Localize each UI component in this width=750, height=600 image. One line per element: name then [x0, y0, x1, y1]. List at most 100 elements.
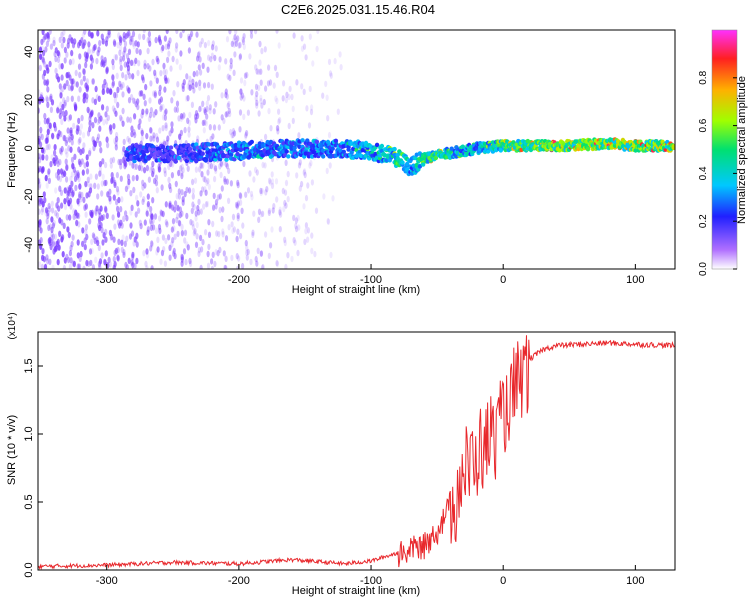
colorbar-tick-label: 0.4 [698, 166, 709, 180]
spectral-noise-point [52, 39, 56, 47]
spectral-noise-point [165, 221, 169, 228]
spectral-noise-point [63, 135, 67, 142]
spectral-noise-point [238, 192, 242, 199]
spectral-noise-point [304, 222, 308, 229]
spectral-noise-point [135, 257, 139, 265]
spectral-noise-point [218, 193, 222, 200]
spectral-noise-point [257, 208, 262, 215]
spectral-noise-point [287, 122, 291, 130]
spectral-noise-point [70, 84, 74, 91]
spectral-noise-point [150, 240, 154, 247]
spectral-noise-point [274, 95, 278, 102]
spectral-noise-point [145, 164, 149, 172]
spectral-noise-point [38, 157, 42, 164]
spectral-noise-point [116, 86, 120, 94]
spectral-noise-point [115, 186, 120, 193]
spectral-noise-point [267, 64, 271, 71]
spectral-noise-point [42, 33, 47, 41]
spectral-noise-point [115, 135, 119, 143]
spectral-noise-point [204, 201, 208, 208]
spectral-noise-point [160, 249, 165, 257]
spectral-noise-point [154, 36, 158, 44]
spectral-noise-point [164, 77, 168, 85]
spectral-noise-point [191, 187, 195, 195]
spectral-noise-point [121, 55, 126, 62]
spectral-noise-point [149, 218, 153, 225]
spectral-noise-point [56, 238, 60, 246]
spectral-ridge-point [173, 159, 178, 164]
spectral-noise-point [68, 114, 72, 121]
spectral-noise-point [95, 57, 99, 65]
spectral-noise-point [209, 56, 213, 63]
spectral-noise-point [176, 205, 180, 212]
spectral-noise-point [180, 230, 184, 237]
spectral-noise-point [115, 171, 119, 179]
spectral-noise-point [214, 249, 218, 256]
spectral-noise-point [82, 142, 86, 149]
spectral-noise-point [232, 226, 236, 233]
spectral-noise-point [63, 170, 67, 178]
spectral-noise-point [97, 222, 101, 229]
y-tick-label: -40 [23, 237, 35, 253]
spectral-noise-point [129, 39, 133, 46]
spectral-noise-point [210, 83, 214, 90]
spectral-noise-point [46, 128, 50, 135]
spectral-noise-point [186, 244, 190, 251]
spectral-noise-point [143, 63, 147, 70]
spectral-noise-point [207, 54, 211, 61]
spectral-noise-point [85, 168, 90, 175]
spectral-ridge-point [300, 138, 305, 143]
spectral-noise-point [90, 32, 94, 39]
spectral-noise-point [234, 30, 238, 35]
spectral-noise-point [290, 93, 294, 101]
spectral-noise-point [254, 255, 258, 263]
spectral-noise-point [38, 219, 42, 226]
spectral-noise-point [325, 94, 329, 101]
spectral-noise-point [221, 206, 225, 213]
spectral-noise-point [185, 212, 189, 220]
spectral-noise-point [57, 168, 61, 176]
spectral-noise-point [146, 36, 150, 44]
spectral-noise-point [123, 46, 127, 54]
spectral-noise-point [114, 54, 118, 61]
spectral-noise-point [164, 237, 168, 245]
spectral-noise-point [79, 250, 83, 258]
spectral-noise-point [153, 90, 157, 97]
spectral-noise-point [76, 125, 80, 132]
spectral-noise-point [50, 231, 54, 238]
spectral-noise-point [45, 154, 49, 161]
spectral-noise-point [50, 216, 54, 223]
spectral-noise-point [177, 188, 181, 195]
spectral-noise-point [76, 252, 80, 259]
spectral-noise-point [93, 182, 97, 189]
spectral-noise-point [74, 103, 78, 111]
spectral-noise-point [265, 186, 269, 193]
spectral-ridge-point [460, 144, 465, 149]
spectral-noise-point [123, 40, 128, 48]
spectral-noise-point [328, 162, 332, 169]
spectral-noise-point [202, 175, 206, 183]
spectral-noise-point [275, 259, 279, 267]
spectral-noise-point [270, 226, 274, 233]
spectral-noise-point [215, 230, 219, 237]
spectral-ridge-point [449, 146, 454, 151]
spectral-noise-point [197, 50, 201, 57]
spectral-noise-point [41, 248, 45, 255]
spectral-noise-point [183, 190, 187, 198]
spectral-noise-point [48, 122, 52, 129]
spectral-noise-point [65, 176, 69, 183]
spectral-noise-point [50, 234, 54, 241]
spectral-noise-point [184, 258, 188, 266]
spectral-noise-point [111, 58, 115, 66]
spectral-noise-point [196, 204, 200, 212]
spectral-noise-point [47, 177, 52, 184]
spectral-noise-point [195, 221, 199, 229]
snr-y-axis: 0.0 0.5 1.0 1.5 [23, 358, 43, 578]
spectral-noise-point [153, 91, 157, 99]
spectral-noise-point [112, 194, 116, 201]
spectral-noise-point [120, 196, 124, 203]
spectral-noise-point [166, 56, 170, 64]
spectral-noise-point [41, 166, 45, 173]
spectral-noise-point [192, 204, 196, 211]
spectral-noise-point [43, 118, 47, 125]
